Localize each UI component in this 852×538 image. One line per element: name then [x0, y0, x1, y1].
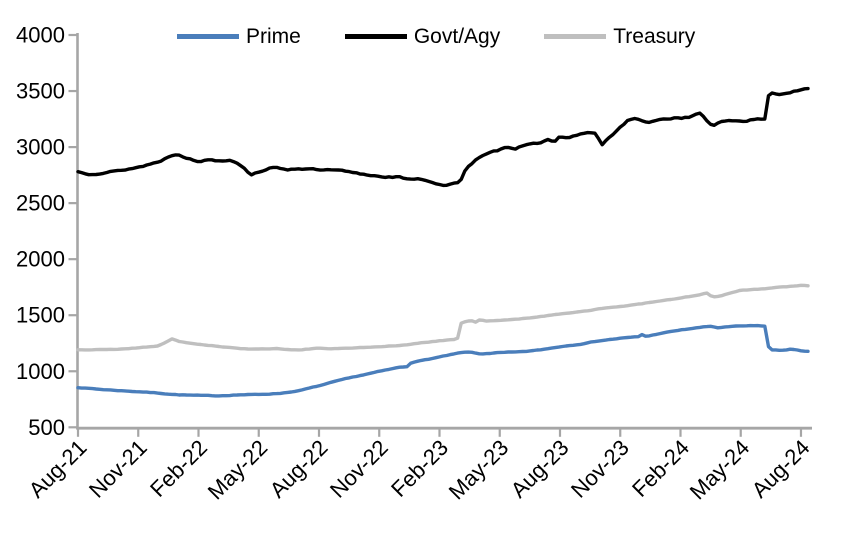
y-axis-label-2000: 2000 — [16, 247, 65, 272]
legend-item-treasury: Treasury — [544, 26, 695, 47]
x-axis-label-may-23: May-23 — [444, 435, 514, 505]
x-axis-label-may-24: May-24 — [685, 435, 755, 505]
legend-line-swatch — [344, 34, 407, 39]
x-axis-label-aug-24: Aug-24 — [747, 435, 815, 503]
x-axis-label-nov-23: Nov-23 — [566, 435, 634, 503]
legend-item-prime: Prime — [177, 26, 301, 47]
x-axis-label-may-22: May-22 — [203, 435, 273, 505]
series-line-treasury — [76, 283, 810, 352]
legend-label: Treasury — [613, 25, 696, 48]
y-axis-label-3500: 3500 — [16, 79, 65, 104]
x-axis-label-aug-21: Aug-21 — [24, 435, 92, 503]
y-axis-label-2500: 2500 — [16, 191, 65, 216]
series-line-govt-agy — [76, 86, 810, 188]
x-axis-label-aug-23: Aug-23 — [506, 435, 574, 503]
x-axis-label-nov-21: Nov-21 — [84, 435, 152, 503]
x-axis-label-aug-22: Aug-22 — [265, 435, 333, 503]
legend-item-govt-agy: Govt/Agy — [344, 25, 501, 48]
legend-label: Prime — [246, 25, 301, 48]
y-axis-label-1000: 1000 — [16, 359, 65, 384]
series-line-prime — [76, 323, 810, 398]
y-axis-label-1500: 1500 — [16, 303, 65, 328]
chart-legend: Prime Govt/Agy Treasury — [177, 26, 695, 47]
x-axis-label-nov-22: Nov-22 — [325, 435, 393, 503]
x-axis-label-feb-23: Feb-23 — [386, 435, 453, 502]
x-axis-label-feb-22: Feb-22 — [145, 435, 212, 502]
legend-line-swatch — [177, 34, 239, 39]
y-axis-label-500: 500 — [28, 415, 65, 440]
x-axis-label-feb-24: Feb-24 — [627, 435, 694, 502]
legend-line-swatch — [544, 34, 607, 39]
y-axis-label-4000: 4000 — [16, 23, 65, 48]
y-axis-label-3000: 3000 — [16, 135, 65, 160]
legend-label: Govt/Agy — [413, 25, 501, 48]
